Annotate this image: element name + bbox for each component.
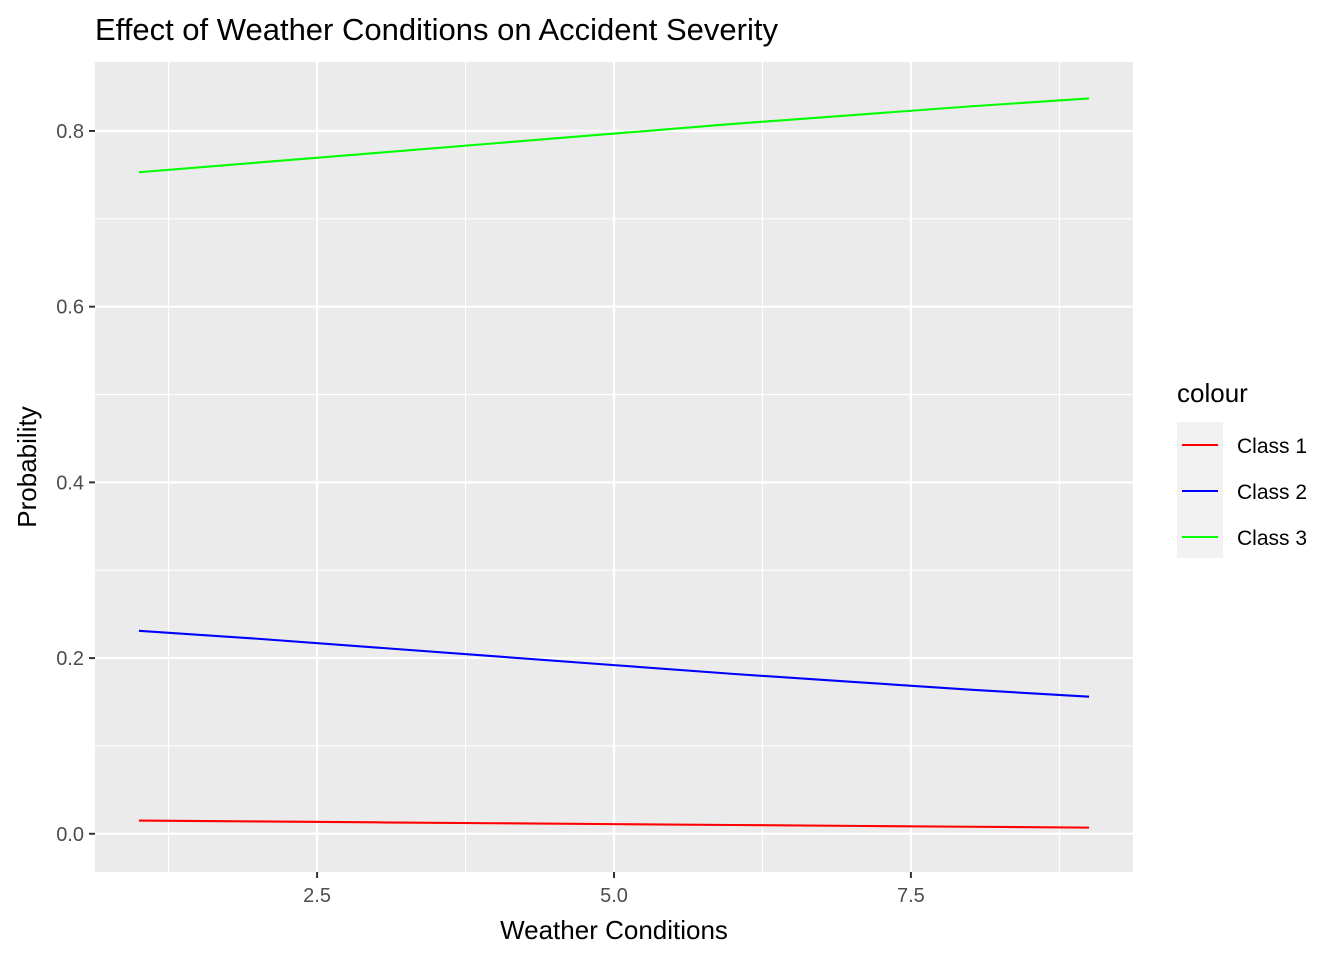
chart-title: Effect of Weather Conditions on Accident… <box>95 12 778 47</box>
y-tick-label: 0.4 <box>56 472 84 494</box>
y-tick-label: 0.0 <box>56 824 84 846</box>
x-axis-title: Weather Conditions <box>500 915 728 945</box>
legend-item-3: Class 3 <box>1182 527 1307 550</box>
y-tick-label: 0.2 <box>56 648 84 670</box>
y-tick-label: 0.8 <box>56 121 84 143</box>
legend-label-1: Class 1 <box>1237 435 1307 458</box>
x-tick-label: 2.5 <box>303 885 331 907</box>
series-line-2 <box>138 629 1090 698</box>
legend-label-3: Class 3 <box>1237 527 1307 550</box>
x-tick-label: 7.5 <box>897 885 925 907</box>
legend-title: colour <box>1177 378 1248 408</box>
legend-label-2: Class 2 <box>1237 481 1307 504</box>
y-axis: 0.0 0.2 0.4 0.6 0.8 <box>56 121 95 846</box>
series-lines <box>138 97 1090 829</box>
y-axis-title: Probability <box>12 406 42 527</box>
legend-item-2: Class 2 <box>1182 481 1307 504</box>
major-gridlines <box>95 62 1133 872</box>
series-line-3 <box>138 97 1090 174</box>
y-tick-label: 0.6 <box>56 297 84 319</box>
series-line-1 <box>138 819 1090 829</box>
x-tick-label: 5.0 <box>600 885 628 907</box>
legend-item-1: Class 1 <box>1182 435 1307 458</box>
legend: colour Class 1 Class 2 Class 3 <box>1177 378 1307 558</box>
x-axis: 2.5 5.0 7.5 <box>303 872 925 907</box>
